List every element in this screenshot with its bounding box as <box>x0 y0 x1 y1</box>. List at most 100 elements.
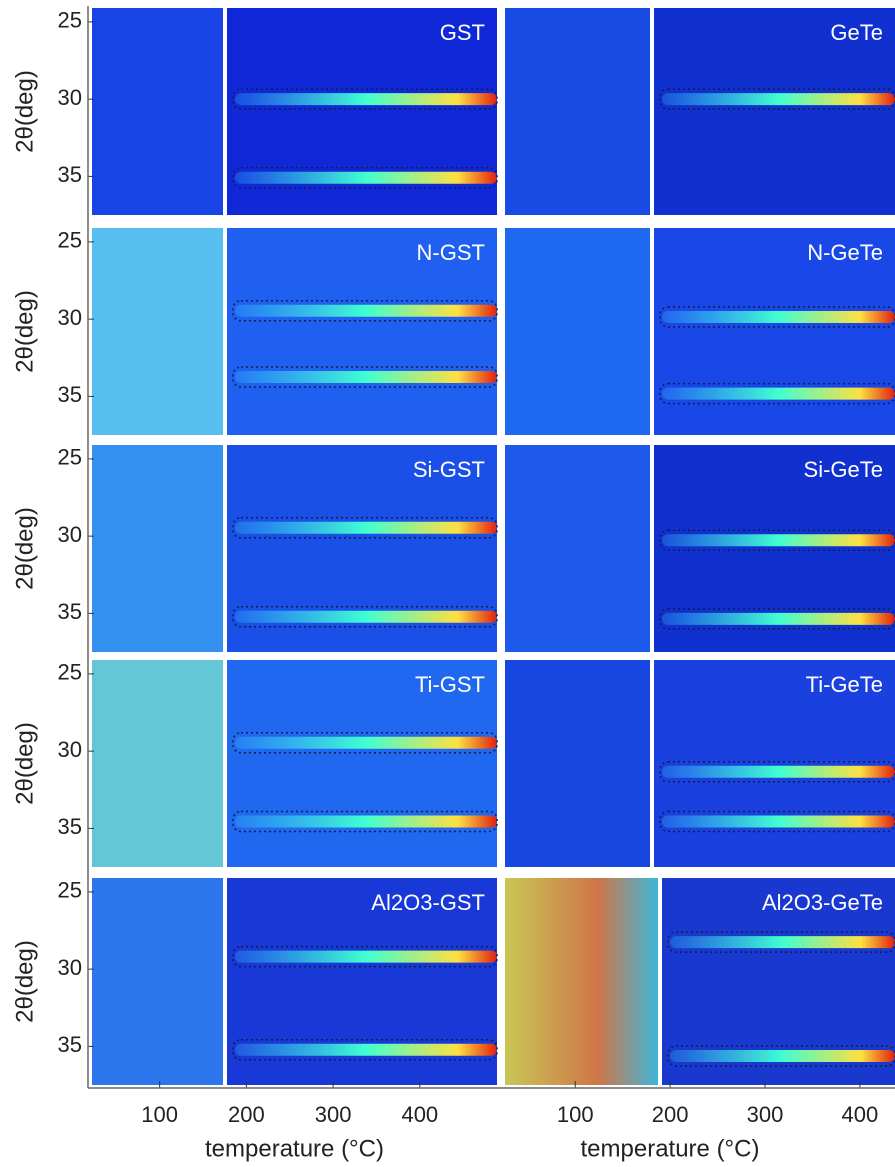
heatmap-left-region <box>505 8 652 215</box>
y-tick-label: 30 <box>58 85 82 110</box>
diffraction-streak <box>235 93 497 106</box>
heatmap-panel: Al2O3-GeTe <box>505 878 895 1085</box>
contour-outline <box>659 761 895 783</box>
y-tick-label: 25 <box>58 445 82 470</box>
contour-outline <box>667 931 895 953</box>
contour-outline <box>232 88 498 110</box>
y-tick-label: 25 <box>58 660 82 685</box>
y-tick-label: 30 <box>58 305 82 330</box>
heatmap-panel: N-GeTe <box>505 228 895 435</box>
diffraction-streak <box>235 736 497 749</box>
heatmap-left-region <box>92 445 225 652</box>
y-tick-label: 25 <box>58 8 82 33</box>
contour-outline <box>232 517 498 539</box>
y-axis-label: 2θ(deg) <box>11 722 38 805</box>
heatmap-left-region <box>505 660 652 867</box>
heatmap-panel: N-GST <box>92 228 498 435</box>
diffraction-streak <box>662 387 895 400</box>
panel-label: Ti-GeTe <box>806 672 883 697</box>
panel-label: GST <box>440 20 485 45</box>
diffraction-streak <box>662 534 895 547</box>
contour-outline <box>659 306 895 328</box>
x-tick-label: 200 <box>652 1102 689 1127</box>
x-tick-label: 400 <box>401 1102 438 1127</box>
y-axis-label: 2θ(deg) <box>11 940 38 1023</box>
panel-label: Si-GeTe <box>804 457 883 482</box>
heatmap-panel: Ti-GST <box>92 660 498 867</box>
diffraction-streak <box>235 371 497 384</box>
y-axis-label: 2θ(deg) <box>11 70 38 153</box>
diffraction-streak <box>235 950 497 963</box>
y-tick-label: 35 <box>58 599 82 624</box>
heatmap-left-region <box>92 878 225 1085</box>
heatmap-left-region <box>92 8 225 215</box>
contour-outline <box>232 810 498 833</box>
y-tick-label: 30 <box>58 522 82 547</box>
contour-outline <box>659 88 895 110</box>
heatmap-left-region <box>505 228 652 435</box>
heatmap-left-region <box>92 660 225 867</box>
diffraction-streak <box>235 1043 497 1056</box>
heatmap-panel: Ti-GeTe <box>505 660 895 867</box>
contour-outline <box>232 166 498 189</box>
diffraction-streak <box>662 612 895 625</box>
x-axis-label: temperature (°C) <box>581 1135 760 1162</box>
heatmap-left-region <box>505 878 660 1085</box>
diffraction-streak <box>670 936 895 949</box>
heatmap-panel: Al2O3-GST <box>92 878 498 1085</box>
diffraction-streak <box>662 765 895 778</box>
diffraction-streak <box>235 610 497 623</box>
x-tick-label: 200 <box>228 1102 265 1127</box>
x-tick-label: 100 <box>557 1102 594 1127</box>
diffraction-streak <box>235 815 497 828</box>
contour-outline <box>232 366 498 388</box>
diffraction-streak <box>235 304 497 317</box>
contour-outline <box>232 1039 498 1061</box>
y-tick-label: 35 <box>58 1032 82 1057</box>
diffraction-streak <box>235 171 497 184</box>
heatmap-left-region <box>92 228 225 435</box>
panel-label: GeTe <box>830 20 883 45</box>
y-tick-label: 25 <box>58 878 82 903</box>
y-axis-label: 2θ(deg) <box>11 290 38 373</box>
contour-outline <box>659 382 895 405</box>
diffraction-streak <box>662 815 895 828</box>
y-tick-label: 35 <box>58 814 82 839</box>
contour-outline <box>659 608 895 630</box>
diffraction-streak <box>662 93 895 106</box>
contour-outline <box>659 810 895 833</box>
y-tick-label: 30 <box>58 737 82 762</box>
y-tick-label: 25 <box>58 228 82 253</box>
diffraction-streak <box>670 1050 895 1063</box>
y-axis-label: 2θ(deg) <box>11 507 38 590</box>
x-axis-label: temperature (°C) <box>205 1135 384 1162</box>
contour-outline <box>232 732 498 754</box>
y-tick-label: 30 <box>58 955 82 980</box>
diffraction-streak <box>662 311 895 324</box>
contour-outline <box>232 945 498 968</box>
contour-outline <box>659 529 895 551</box>
diffraction-streak <box>235 521 497 534</box>
contour-outline <box>232 606 498 628</box>
panel-label: Ti-GST <box>415 672 485 697</box>
y-tick-label: 35 <box>58 382 82 407</box>
x-tick-label: 400 <box>842 1102 879 1127</box>
panel-label: N-GeTe <box>807 240 883 265</box>
contour-outline <box>667 1045 895 1067</box>
heatmap-panel: Si-GeTe <box>505 445 895 652</box>
x-tick-label: 300 <box>747 1102 784 1127</box>
panel-label: Al2O3-GeTe <box>762 890 883 915</box>
heatmap-panel: GeTe <box>505 8 895 215</box>
x-tick-label: 100 <box>141 1102 178 1127</box>
heatmap-panel: Si-GST <box>92 445 498 652</box>
panel-label: Al2O3-GST <box>371 890 485 915</box>
contour-outline <box>232 300 498 322</box>
y-tick-label: 35 <box>58 162 82 187</box>
panel-label: N-GST <box>417 240 485 265</box>
heatmap-panel: GST <box>92 8 498 215</box>
heatmap-left-region <box>505 445 652 652</box>
panel-label: Si-GST <box>413 457 485 482</box>
x-tick-label: 300 <box>315 1102 352 1127</box>
